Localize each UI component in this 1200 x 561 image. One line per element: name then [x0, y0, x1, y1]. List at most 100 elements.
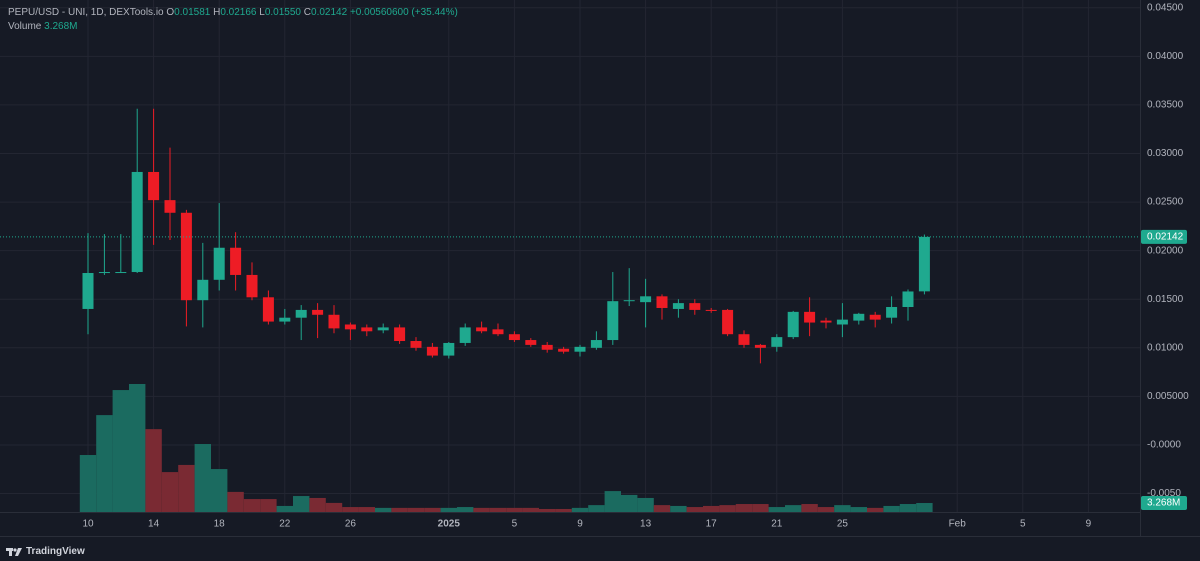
- candle-body: [426, 346, 438, 356]
- y-tick-label: 0.03000: [1147, 148, 1184, 159]
- candle-body: [541, 344, 553, 350]
- volume-bar: [375, 507, 392, 512]
- volume-bar: [161, 472, 179, 512]
- x-tick-label: 10: [82, 519, 94, 530]
- volume-bar: [916, 503, 933, 512]
- last-price-label: 0.02142: [1147, 232, 1184, 243]
- volume-bar: [129, 384, 146, 512]
- x-tick-label: 9: [1086, 519, 1092, 530]
- candle-body: [853, 313, 865, 321]
- volume-bar: [457, 507, 474, 512]
- volume-bar: [309, 497, 326, 512]
- volume-bar: [588, 505, 605, 512]
- volume-bar: [703, 505, 720, 512]
- x-tick-label: 5: [1020, 519, 1026, 530]
- volume-bar: [785, 505, 802, 512]
- h-label: H: [213, 7, 221, 18]
- x-tick-label: 22: [279, 519, 291, 530]
- volume-bar: [801, 504, 818, 512]
- candle-body: [82, 273, 94, 309]
- brand-logo: [6, 547, 22, 556]
- volume-bar: [637, 497, 654, 512]
- candle-body: [869, 314, 881, 320]
- volume-bar: [276, 505, 293, 512]
- candle-body: [705, 309, 717, 311]
- candle-body: [656, 296, 668, 308]
- volume-bar: [424, 507, 441, 512]
- candle-body: [328, 314, 340, 329]
- candle-body: [312, 309, 324, 315]
- volume-bar: [178, 464, 195, 512]
- candle-body: [230, 247, 242, 275]
- x-tick-label: 2025: [438, 519, 461, 530]
- candle-body: [607, 301, 619, 341]
- o-value: 0.01581: [174, 7, 211, 18]
- candle-body: [131, 171, 143, 273]
- volume-bar: [145, 429, 162, 512]
- y-tick-label: -0.0050: [1147, 488, 1181, 499]
- volume-bar: [653, 505, 671, 512]
- volume-bar: [391, 507, 408, 512]
- candle-body: [771, 337, 783, 347]
- l-label: L: [259, 7, 265, 18]
- volume-bar: [260, 499, 277, 512]
- brand[interactable]: TradingView: [6, 546, 85, 557]
- candle-body: [443, 342, 455, 356]
- candle-body: [180, 212, 192, 301]
- x-tick-label: 9: [577, 519, 583, 530]
- volume-bar: [473, 507, 490, 512]
- candle-body: [558, 348, 570, 352]
- o-label: O: [166, 7, 175, 18]
- volume-bar: [211, 469, 228, 512]
- candle-body: [902, 291, 914, 308]
- volume-bar: [489, 507, 507, 512]
- y-tick-label: 0.03500: [1147, 100, 1184, 111]
- y-tick-label: 0.01000: [1147, 342, 1184, 353]
- volume-badge: [1141, 496, 1187, 511]
- volume-bar: [883, 505, 900, 512]
- candle-body: [262, 297, 274, 322]
- y-tick-label: 0.02000: [1147, 245, 1184, 256]
- volume-value: 3.268M: [44, 21, 78, 32]
- volume-bar: [440, 507, 457, 512]
- x-tick-label: Feb: [949, 519, 967, 530]
- ohlc-row: PEPU/USD - UNI, 1D, DEXTools.io O0.01581…: [8, 6, 458, 20]
- volume-bar: [752, 504, 769, 512]
- volume-bar: [555, 508, 572, 512]
- volume-name: Volume: [8, 21, 42, 32]
- candle-body: [344, 324, 356, 330]
- volume-bar: [850, 507, 867, 512]
- x-tick-label: 5: [512, 519, 518, 530]
- volume-bar: [670, 505, 687, 512]
- volume-bar: [96, 415, 113, 512]
- x-tick-label: 26: [345, 519, 357, 530]
- candle-body: [623, 300, 635, 302]
- volume-bar: [686, 507, 703, 512]
- candle-body: [410, 341, 422, 348]
- candle-body: [689, 303, 701, 310]
- x-tick-label: 18: [214, 519, 226, 530]
- volume-bar: [293, 496, 310, 512]
- volume-bar: [768, 507, 785, 512]
- candle-body: [918, 236, 930, 292]
- last-price-badge: [1141, 229, 1187, 244]
- candle-body: [476, 327, 488, 332]
- symbol[interactable]: PEPU/USD - UNI, 1D, DEXTools.io: [8, 7, 164, 18]
- candle-body: [279, 317, 291, 322]
- candle-body: [886, 307, 898, 318]
- candle-body: [508, 334, 520, 341]
- volume-bar: [358, 507, 375, 512]
- y-tick-label: 0.005000: [1147, 391, 1189, 402]
- candle-body: [525, 340, 537, 345]
- volume-bar: [407, 507, 425, 512]
- candle-body: [836, 319, 848, 325]
- candle-body: [377, 327, 389, 331]
- candle-body: [722, 309, 734, 335]
- x-tick-label: 13: [640, 519, 652, 530]
- h-value: 0.02166: [220, 7, 257, 18]
- candle-body: [197, 279, 209, 301]
- candle-body: [590, 340, 602, 348]
- volume-bar: [571, 507, 589, 512]
- candle-body: [213, 247, 225, 280]
